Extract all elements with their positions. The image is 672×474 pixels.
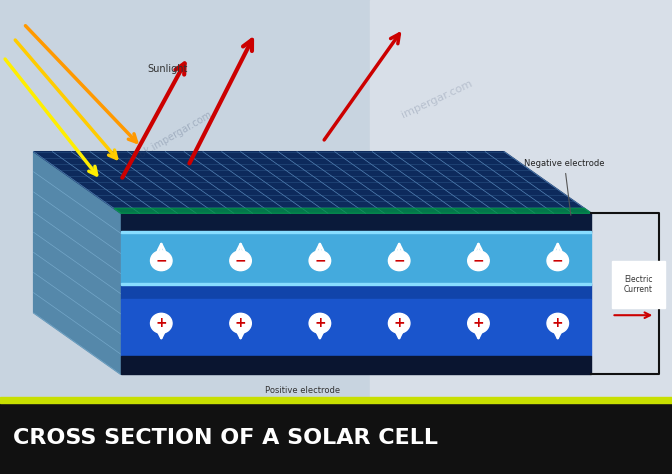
Bar [121,232,591,284]
Text: −: − [552,254,564,268]
Ellipse shape [151,313,172,333]
Text: +: + [155,316,167,330]
Bar [0,397,672,403]
Text: −: − [235,254,247,268]
Bar [612,261,665,308]
Text: +: + [552,316,564,330]
Text: Sunlight: Sunlight [148,64,188,74]
Ellipse shape [309,251,331,271]
Bar [121,284,591,299]
Ellipse shape [151,251,172,271]
Text: Positive electrode: Positive electrode [265,386,340,395]
Ellipse shape [468,313,489,333]
Bar [0,403,672,474]
Text: Electric
Current: Electric Current [624,275,653,294]
Ellipse shape [468,251,489,271]
Ellipse shape [547,251,569,271]
Text: +: + [235,316,247,330]
Ellipse shape [547,313,569,333]
Text: +: + [314,316,326,330]
Text: ebook.impergar.com: ebook.impergar.com [122,109,214,168]
Polygon shape [114,209,591,213]
Bar [121,356,591,374]
Text: −: − [472,254,485,268]
Polygon shape [34,152,121,374]
Ellipse shape [230,251,251,271]
Text: −: − [393,254,405,268]
Text: +: + [393,316,405,330]
Ellipse shape [388,251,410,271]
Bar [121,283,591,285]
Ellipse shape [230,313,251,333]
Text: −: − [314,254,326,268]
Text: +: + [472,316,485,330]
Text: −: − [155,254,167,268]
Bar [121,231,591,233]
Text: Negative electrode: Negative electrode [524,159,605,215]
Polygon shape [34,152,591,213]
Ellipse shape [309,313,331,333]
Bar [121,213,591,232]
Text: CROSS SECTION OF A SOLAR CELL: CROSS SECTION OF A SOLAR CELL [13,428,438,448]
Text: impergar.com: impergar.com [400,79,474,120]
Polygon shape [370,0,672,474]
Ellipse shape [388,313,410,333]
Bar [121,299,591,356]
